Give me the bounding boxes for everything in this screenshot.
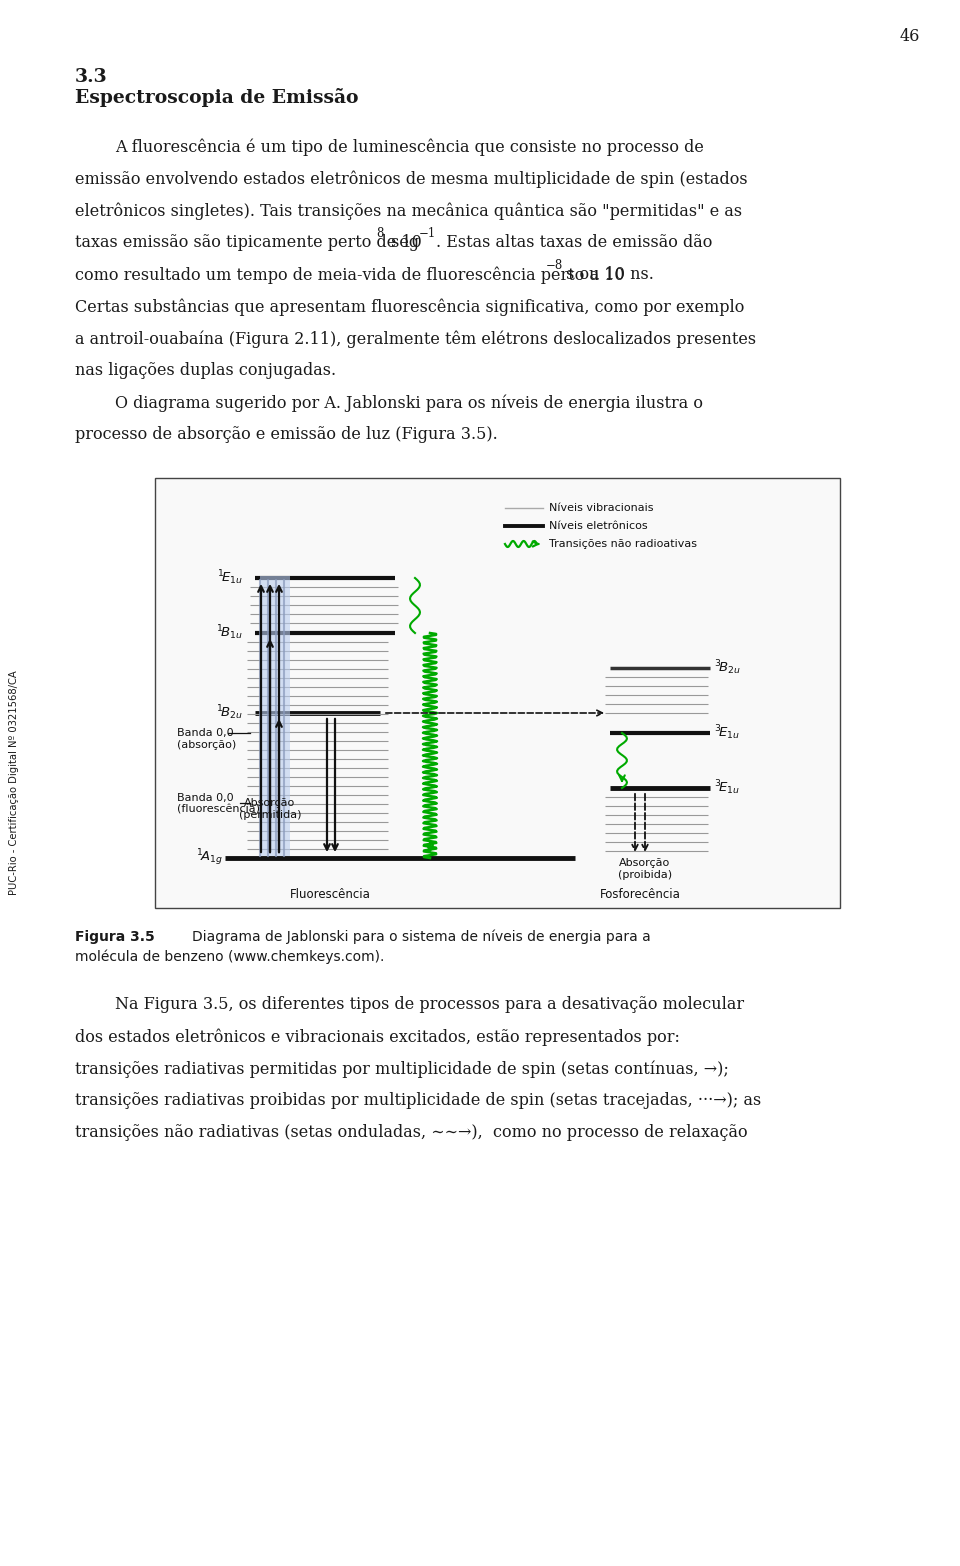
Text: s ou 10 ns.: s ou 10 ns. — [562, 266, 655, 283]
Text: nas ligações duplas conjugadas.: nas ligações duplas conjugadas. — [75, 362, 336, 379]
Text: A fluorescência é um tipo de luminescência que consiste no processo de: A fluorescência é um tipo de luminescênc… — [115, 138, 704, 155]
Text: dos estados eletrônicos e vibracionais excitados, estão representados por:: dos estados eletrônicos e vibracionais e… — [75, 1027, 680, 1046]
Text: $^3\!E_{1u}$: $^3\!E_{1u}$ — [714, 778, 740, 797]
Text: 3.3: 3.3 — [75, 67, 108, 86]
Text: $^1\!B_{2u}$: $^1\!B_{2u}$ — [216, 703, 243, 722]
Text: Na Figura 3.5, os diferentes tipos de processos para a desativação molecular: Na Figura 3.5, os diferentes tipos de pr… — [115, 996, 744, 1013]
Text: transições radiativas permitidas por multiplicidade de spin (setas contínuas, →): transições radiativas permitidas por mul… — [75, 1060, 729, 1077]
Text: Diagrama de Jablonski para o sistema de níveis de energia para a: Diagrama de Jablonski para o sistema de … — [157, 930, 651, 944]
Text: a antroil-ouabaína (Figura 2.11), geralmente têm elétrons deslocalizados present: a antroil-ouabaína (Figura 2.11), geralm… — [75, 330, 756, 348]
Text: Níveis vibracionais: Níveis vibracionais — [549, 503, 654, 514]
Text: (absorção): (absorção) — [177, 741, 236, 750]
Text: −1: −1 — [419, 227, 436, 240]
Text: 8: 8 — [376, 227, 384, 240]
Text: Fosforecência: Fosforecência — [600, 888, 681, 900]
Text: (permitida): (permitida) — [239, 810, 301, 821]
Text: $^3\!E_{1u}$: $^3\!E_{1u}$ — [714, 723, 740, 742]
Text: processo de absorção e emissão de luz (Figura 3.5).: processo de absorção e emissão de luz (F… — [75, 426, 497, 443]
Text: taxas emissão são tipicamente perto de 10: taxas emissão são tipicamente perto de 1… — [75, 233, 421, 251]
Text: como resultado um tempo de meia-vida de fluorescência perto a 10: como resultado um tempo de meia-vida de … — [75, 266, 625, 283]
Text: O diagrama sugerido por A. Jablonski para os níveis de energia ilustra o: O diagrama sugerido por A. Jablonski par… — [115, 395, 703, 412]
Text: Fluorescência: Fluorescência — [290, 888, 371, 900]
Text: Certas substâncias que apresentam fluorescência significativa, como por exemplo: Certas substâncias que apresentam fluore… — [75, 298, 744, 315]
Text: (proibida): (proibida) — [618, 871, 672, 880]
Text: transições radiativas proibidas por multiplicidade de spin (setas tracejadas, ··: transições radiativas proibidas por mult… — [75, 1092, 761, 1109]
Text: molécula de benzeno (www.chemkeys.com).: molécula de benzeno (www.chemkeys.com). — [75, 951, 384, 965]
Text: eletrônicos singletes). Tais transições na mecânica quântica são "permitidas" e : eletrônicos singletes). Tais transições … — [75, 202, 742, 219]
Text: . Estas altas taxas de emissão dão: . Estas altas taxas de emissão dão — [437, 233, 712, 251]
Text: Transições não radioativas: Transições não radioativas — [549, 539, 697, 550]
Text: Figura 3.5: Figura 3.5 — [75, 930, 155, 944]
Bar — [155, 478, 840, 908]
Bar — [260, 576, 290, 857]
Text: $^1\!E_{1u}$: $^1\!E_{1u}$ — [217, 568, 243, 587]
Text: Níveis eletrônicos: Níveis eletrônicos — [549, 521, 648, 531]
Text: $^1\!A_{1g}$: $^1\!A_{1g}$ — [196, 847, 223, 868]
Text: seg: seg — [386, 233, 420, 251]
Text: transições não radiativas (setas onduladas, ∼∼→),  como no processo de relaxação: transições não radiativas (setas ondulad… — [75, 1124, 748, 1142]
Text: $^1\!B_{1u}$: $^1\!B_{1u}$ — [216, 623, 243, 642]
Text: Banda 0,0: Banda 0,0 — [177, 792, 233, 803]
Text: Absorção: Absorção — [245, 799, 296, 808]
Text: $^3\!B_{2u}$: $^3\!B_{2u}$ — [714, 659, 741, 678]
Text: Espectroscopia de Emissão: Espectroscopia de Emissão — [75, 88, 358, 106]
Text: PUC-Rio - Certificação Digital Nº 0321568/CA: PUC-Rio - Certificação Digital Nº 032156… — [9, 670, 19, 896]
Text: Banda 0,0: Banda 0,0 — [177, 728, 233, 738]
Text: −8: −8 — [545, 258, 563, 272]
Text: (fluorescência): (fluorescência) — [177, 805, 260, 814]
Text: 46: 46 — [900, 28, 920, 45]
Text: Absorção: Absorção — [619, 858, 671, 868]
Text: emissão envolvendo estados eletrônicos de mesma multiplicidade de spin (estados: emissão envolvendo estados eletrônicos d… — [75, 171, 748, 188]
